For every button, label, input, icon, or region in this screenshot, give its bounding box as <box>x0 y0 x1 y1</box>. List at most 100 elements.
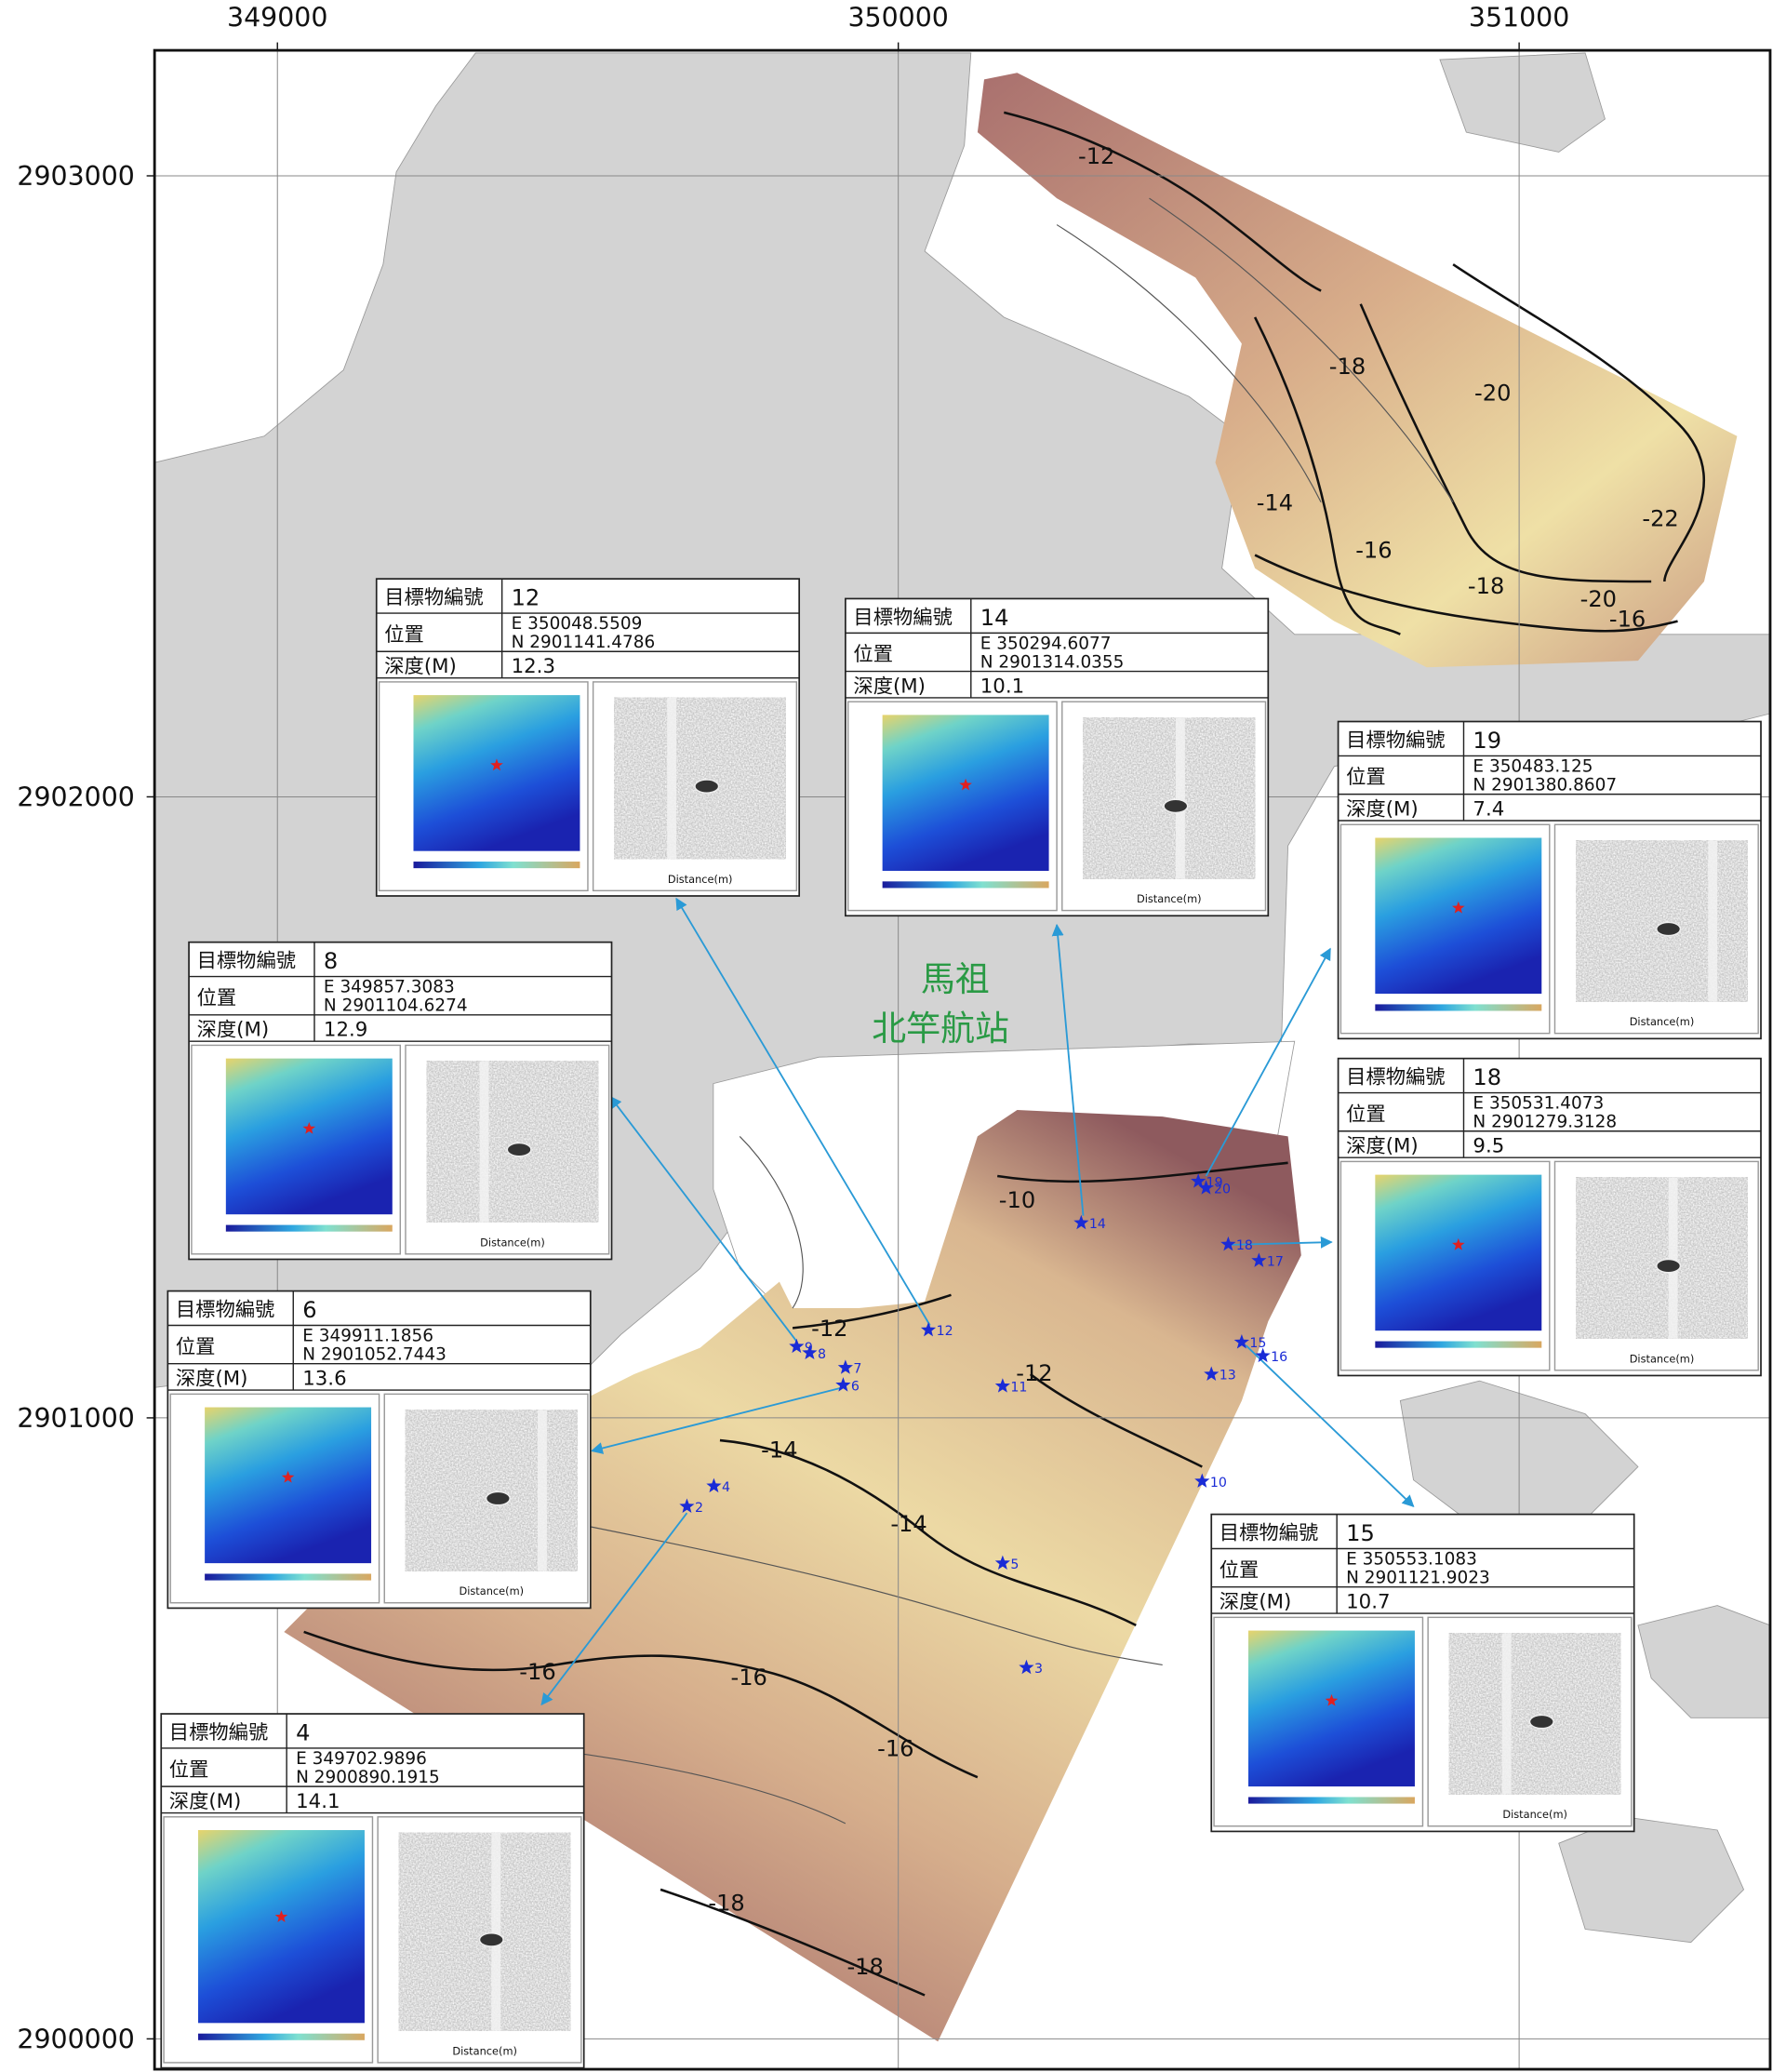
nadir-stripe <box>1668 1177 1678 1339</box>
nadir-stripe <box>479 1061 489 1223</box>
contour-label: -14 <box>1257 489 1293 515</box>
x-tick-label: 349000 <box>227 3 327 33</box>
arrow <box>609 1095 798 1343</box>
target-marker <box>920 1321 937 1337</box>
easting: E 349857.3083 <box>324 978 455 997</box>
map-frame <box>153 48 1772 2071</box>
target-marker <box>837 1359 853 1374</box>
contour-label: -20 <box>1580 586 1617 612</box>
depth-heading: 深度(M) <box>197 1019 270 1042</box>
contour-label: -16 <box>1355 537 1392 563</box>
contour-label: -14 <box>761 1437 797 1464</box>
x-tick-label: 350000 <box>847 3 948 33</box>
place-label: 馬祖 <box>921 959 990 999</box>
sonar-image <box>426 1061 599 1223</box>
id-heading: 目標物編號 <box>384 586 484 609</box>
depth-heading: 深度(M) <box>1346 797 1419 821</box>
position-heading: 位置 <box>1346 1103 1386 1126</box>
marker-label: 17 <box>1267 1255 1284 1270</box>
colorbar <box>205 1573 372 1581</box>
target-marker <box>1204 1366 1220 1382</box>
y-tick-label: 2900000 <box>17 2024 134 2054</box>
place-label: 北竿航站 <box>872 1009 1009 1049</box>
sonar-image <box>614 697 786 860</box>
nadir-stripe <box>537 1410 547 1571</box>
marker-label: 2 <box>695 1501 703 1516</box>
colorbar <box>1248 1797 1415 1804</box>
marker-label: 9 <box>805 1341 813 1356</box>
northing: N 2901104.6274 <box>324 996 468 1016</box>
depth-map <box>413 695 580 851</box>
northing: N 2901121.9023 <box>1346 1568 1490 1587</box>
distance-label: Distance(m) <box>1502 1808 1567 1821</box>
depth: 7.4 <box>1473 797 1504 821</box>
sonar-image <box>398 1832 571 2031</box>
target-shadow <box>485 1491 511 1506</box>
depth: 10.7 <box>1346 1590 1390 1613</box>
distance-label: Distance(m) <box>1630 1015 1695 1028</box>
arrow <box>1205 947 1331 1177</box>
depth: 10.1 <box>980 675 1024 698</box>
marker-label: 20 <box>1214 1183 1231 1197</box>
distance-label: Distance(m) <box>668 873 733 886</box>
sonar-image <box>405 1410 578 1571</box>
target-shadow <box>1528 1714 1554 1730</box>
contour-label: -10 <box>999 1187 1035 1213</box>
target-marker <box>1220 1236 1236 1251</box>
position-heading: 位置 <box>853 643 893 666</box>
nadir-stripe <box>667 697 677 860</box>
distance-label: Distance(m) <box>480 1236 545 1249</box>
marker-label: 6 <box>851 1379 860 1394</box>
contour-label: -18 <box>1329 354 1366 380</box>
target-star <box>274 1910 288 1922</box>
easting: E 349702.9896 <box>296 1749 427 1769</box>
depth-map <box>882 715 1049 871</box>
marker-label: 10 <box>1210 1476 1227 1491</box>
marker-label: 14 <box>1089 1217 1106 1232</box>
marker-label: 13 <box>1220 1369 1236 1384</box>
contours <box>303 111 1705 1997</box>
y-tick-label: 2903000 <box>17 161 134 192</box>
arrow <box>1051 923 1085 1216</box>
target-marker <box>994 1555 1010 1570</box>
x-tick-label: 351000 <box>1469 3 1569 33</box>
depth-map <box>1375 1174 1542 1331</box>
nadir-stripe <box>491 1832 501 2031</box>
arrows <box>540 897 1415 1706</box>
northing: N 2901279.3128 <box>1473 1112 1617 1131</box>
arrow <box>1245 1344 1415 1507</box>
northing: N 2901052.7443 <box>302 1344 446 1364</box>
position-heading: 位置 <box>169 1758 209 1782</box>
target-id: 14 <box>980 605 1009 631</box>
target-marker <box>994 1378 1010 1393</box>
northing: N 2901380.8607 <box>1473 775 1617 795</box>
contour-label: -14 <box>890 1511 926 1537</box>
contour-label: -12 <box>1078 143 1114 169</box>
id-heading: 目標物編號 <box>853 606 953 629</box>
depth-map <box>225 1058 393 1215</box>
contour-label: -12 <box>1016 1360 1052 1386</box>
target-marker <box>1191 1173 1206 1188</box>
target-marker <box>1019 1659 1034 1675</box>
land <box>1637 1605 1770 1718</box>
marker-label: 8 <box>818 1347 826 1362</box>
position-heading: 位置 <box>176 1335 216 1358</box>
depth: 12.3 <box>512 655 555 678</box>
target-shadow <box>1163 798 1189 814</box>
target-star <box>959 778 972 791</box>
target-marker <box>802 1344 818 1360</box>
position-heading: 位置 <box>384 623 424 647</box>
target-id: 15 <box>1346 1520 1375 1546</box>
target-marker <box>1255 1347 1271 1363</box>
target-shadow <box>1656 921 1682 937</box>
nadir-stripe <box>1708 840 1718 1002</box>
contour-label: -18 <box>846 1954 883 1980</box>
target-marker <box>1073 1214 1089 1230</box>
contour-label: -22 <box>1642 505 1678 531</box>
